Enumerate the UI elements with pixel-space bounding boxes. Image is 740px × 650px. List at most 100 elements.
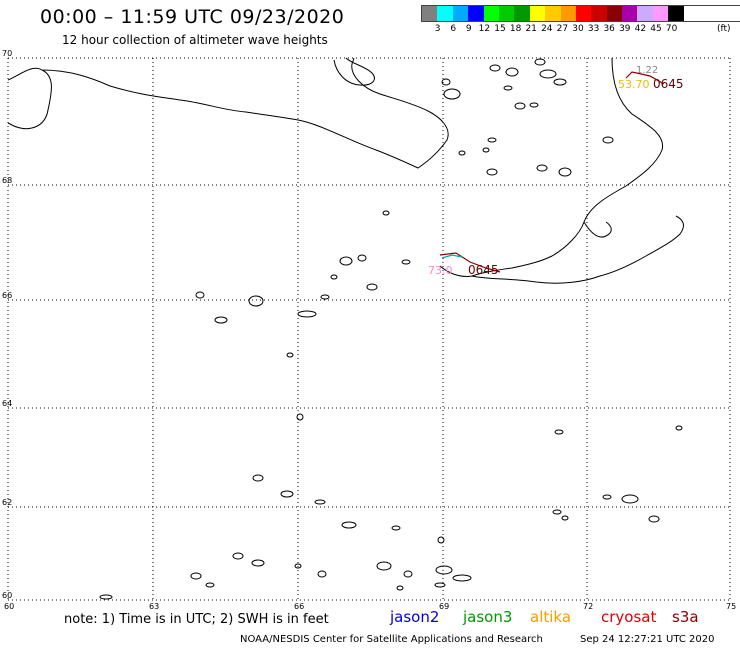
credit-line: NOAA/NESDIS Center for Satellite Applica… bbox=[240, 634, 543, 645]
scale-tick-label: 45 bbox=[650, 24, 662, 34]
scale-swatch bbox=[545, 6, 561, 21]
scale-tick-label: 33 bbox=[587, 24, 600, 34]
island-outline bbox=[561, 515, 569, 521]
coastline-inner-inlet bbox=[333, 57, 375, 86]
map-annotations: 1.22 53.70 0645 73.0 0645 bbox=[428, 65, 684, 277]
scale-tick-label: 12 bbox=[478, 24, 491, 34]
island-outline bbox=[675, 425, 683, 431]
island-outline bbox=[621, 494, 639, 504]
footnote: note: 1) Time is in UTC; 2) SWH is in fe… bbox=[64, 612, 329, 627]
island-outline bbox=[514, 102, 526, 110]
island-outline bbox=[539, 69, 557, 79]
map-title: 00:00 – 11:59 UTC 09/23/2020 bbox=[40, 6, 345, 28]
annotation-upper-dark: 0645 bbox=[653, 77, 684, 91]
latitude-label: 66 bbox=[2, 291, 12, 300]
scale-tick-label: 21 bbox=[525, 24, 537, 34]
longitude-label: 66 bbox=[294, 602, 304, 611]
latitude-label: 62 bbox=[2, 498, 12, 507]
latitude-label: 70 bbox=[2, 49, 12, 58]
altimeter-tracks bbox=[439, 71, 665, 273]
scale-swatch bbox=[606, 6, 623, 21]
scale-swatch bbox=[529, 6, 546, 21]
coastline bbox=[7, 57, 684, 284]
latitude-label: 60 bbox=[2, 591, 12, 600]
island-outline bbox=[314, 499, 326, 505]
island-outline bbox=[534, 58, 546, 66]
coastline-east-shore bbox=[439, 57, 684, 284]
latitude-label: 68 bbox=[2, 176, 12, 185]
track-upper bbox=[625, 71, 665, 85]
island-outline bbox=[297, 310, 317, 318]
longitude-label: 72 bbox=[583, 602, 593, 611]
annotation-upper-gray: 1.22 bbox=[636, 65, 658, 76]
island-outline bbox=[376, 561, 392, 571]
island-outline bbox=[437, 536, 445, 544]
scale-tick-label: 27 bbox=[556, 24, 569, 34]
island-outline bbox=[296, 413, 304, 421]
scale-swatch bbox=[591, 6, 607, 21]
scale-swatch bbox=[668, 6, 684, 21]
island-outline bbox=[487, 137, 497, 143]
track-mid bbox=[439, 252, 501, 273]
island-outline bbox=[190, 572, 202, 580]
island-outline bbox=[214, 316, 228, 324]
island-outline bbox=[602, 136, 614, 144]
scale-swatch bbox=[452, 6, 469, 21]
scale-tick-label: 9 bbox=[465, 24, 472, 34]
island-outline bbox=[648, 515, 660, 523]
scale-swatch bbox=[437, 6, 453, 21]
satellite-legend-cryosat: cryosat bbox=[601, 608, 657, 626]
island-outline bbox=[286, 352, 294, 358]
island-outline bbox=[403, 570, 413, 578]
scale-tick-label: 30 bbox=[572, 24, 584, 34]
island-outline bbox=[435, 565, 453, 575]
scale-swatch bbox=[637, 6, 653, 21]
island-outline bbox=[486, 168, 498, 176]
island-outline bbox=[320, 294, 330, 300]
island-outline bbox=[366, 283, 378, 291]
color-scale-swatches bbox=[421, 5, 740, 22]
scale-swatch bbox=[652, 6, 669, 21]
island-outline bbox=[330, 274, 338, 280]
scale-swatch bbox=[514, 6, 530, 21]
longitude-label: 69 bbox=[439, 602, 449, 611]
island-outline bbox=[552, 509, 562, 515]
scale-swatch bbox=[575, 6, 592, 21]
island-outline bbox=[529, 102, 539, 108]
island-outline bbox=[536, 164, 548, 172]
island-outline bbox=[251, 559, 265, 567]
scale-tick-label: 36 bbox=[603, 24, 615, 34]
coastline-river-inlet bbox=[583, 221, 612, 238]
island-outline bbox=[443, 88, 461, 100]
scale-tick-label: 42 bbox=[634, 24, 647, 34]
map-subtitle: 12 hour collection of altimeter wave hei… bbox=[62, 33, 328, 47]
scale-tick-label: 70 bbox=[665, 24, 678, 34]
island-outline bbox=[205, 582, 215, 588]
coastline-north-peninsula bbox=[7, 57, 449, 169]
scale-tick-label: 6 bbox=[450, 24, 457, 34]
island-outline bbox=[357, 254, 367, 262]
wave-height-color-scale: (ft) 3 6 9 12 15 18 21 24 27 30 33 36 39 42 45 70 bbox=[421, 5, 740, 36]
color-scale-unit: (ft) bbox=[717, 24, 731, 34]
scale-tick-label: 39 bbox=[619, 24, 631, 34]
longitude-label: 75 bbox=[726, 602, 736, 611]
scale-swatch bbox=[468, 6, 484, 21]
island-outline bbox=[401, 259, 411, 265]
scale-tick-label: 18 bbox=[509, 24, 522, 34]
island-outline bbox=[341, 521, 357, 529]
island-outline bbox=[391, 525, 401, 531]
annotation-mid-pink: 73.0 bbox=[428, 264, 453, 277]
scale-swatch bbox=[483, 6, 499, 21]
satellite-legend-jason3: jason3 bbox=[463, 608, 513, 626]
island-outline bbox=[489, 64, 501, 72]
island-outline bbox=[553, 78, 567, 86]
island-outline bbox=[280, 490, 294, 498]
annotation-upper-yellow: 53.70 bbox=[618, 78, 650, 91]
island-outline bbox=[248, 295, 264, 307]
scale-swatch bbox=[498, 6, 515, 21]
track-mid-cyan bbox=[441, 254, 463, 259]
island-outline bbox=[503, 85, 513, 91]
island-outline bbox=[396, 585, 404, 591]
longitude-label: 60 bbox=[4, 602, 14, 611]
